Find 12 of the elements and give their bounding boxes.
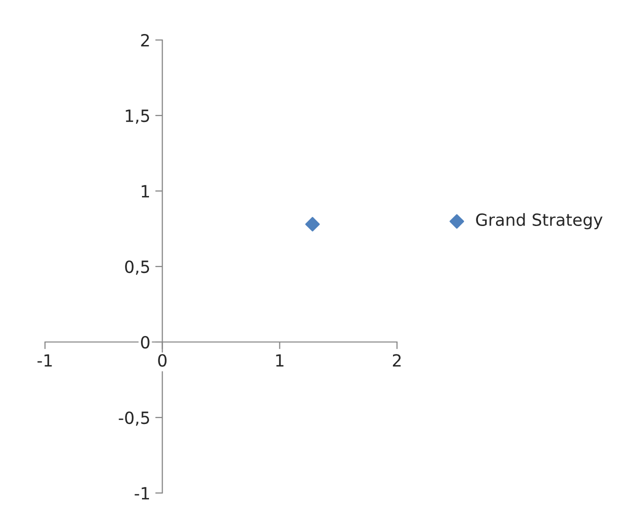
x-tick-label: 2: [392, 354, 401, 366]
x-tick-label: -1: [38, 354, 52, 366]
x-tick-label: 0: [158, 354, 167, 367]
legend-label: Grand Strategy: [476, 213, 602, 230]
y-tick-label: 1: [142, 185, 149, 198]
y-tick-label: -1: [134, 487, 149, 500]
y-tick-label: 1,5: [126, 110, 150, 124]
y-tick-label: -0,5: [118, 411, 150, 426]
y-tick-label: 0: [141, 336, 150, 349]
y-tick-label: 2: [141, 34, 149, 46]
x-tick-label: 1: [276, 354, 284, 366]
y-tick-label: 0,5: [125, 260, 150, 275]
